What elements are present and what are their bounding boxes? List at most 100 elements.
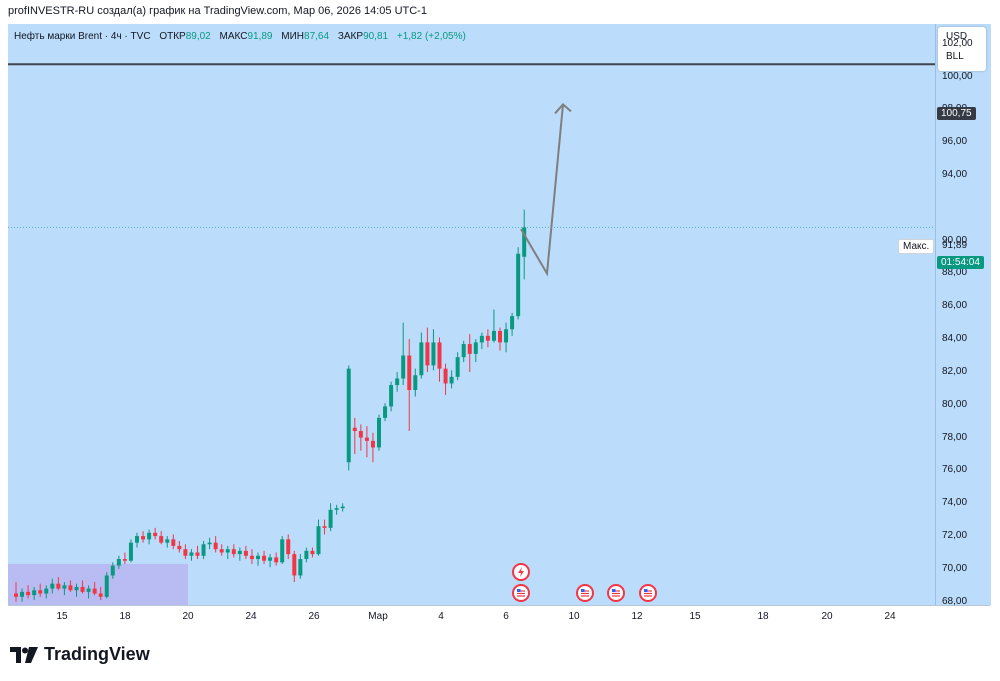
time-tick-label: 18 [119,611,131,622]
candle-body [183,549,188,556]
price-tick-label: 74,00 [942,497,968,509]
time-tick-label: 6 [503,611,509,622]
low-value: 87,64 [304,31,330,42]
candle-body [304,550,309,560]
candle-body [128,542,133,561]
candle-body [310,550,315,555]
candle-body [286,539,291,555]
price-tick-label: 88,00 [942,267,968,279]
price-tick-label: 76,00 [942,464,968,476]
price-tick-label: 90,00 [942,234,968,246]
price-tick-label: 70,00 [942,562,968,574]
candle-body [516,253,521,317]
candle-body [256,555,260,560]
time-tick-label: 24 [884,611,896,622]
candle-body [352,427,357,432]
candle-body [171,539,176,546]
candle-body [44,588,49,594]
candle-body [383,406,388,418]
candle-body [195,552,200,556]
projection-arrowhead [554,103,572,115]
candle-body [116,559,121,566]
currency-label[interactable]: USD [946,31,968,42]
author-line: profINVESTR-RU создал(а) график на Tradi… [8,5,427,17]
candle-body [358,431,363,438]
candle-body [425,342,430,366]
candle-body [201,544,206,556]
us-flag-event-icon[interactable] [639,584,657,602]
us-flag-event-icon[interactable] [607,584,625,602]
candle-body [316,526,321,555]
candle-body [401,355,406,379]
candle-body [38,590,43,594]
price-axis[interactable] [935,24,991,605]
unit-label[interactable]: BLL [946,51,964,62]
lightning-event-icon[interactable] [512,563,530,581]
candle-body [443,368,448,384]
hline-price-tag: 100,75 [937,107,976,120]
candle-body [249,555,254,560]
currency-unit-menu[interactable]: USD BLL [938,27,986,71]
candle-body [147,532,152,540]
tradingview-logo-icon [10,646,38,663]
time-axis[interactable] [8,605,990,630]
candle-body [213,542,218,550]
max-label: Макс. [898,239,935,254]
candle-body [280,539,285,563]
candle-body [141,536,146,540]
candle-body [322,526,327,528]
price-tick-label: 80,00 [942,398,968,410]
time-tick-label: 18 [757,611,769,622]
max-value: 91,89 [942,240,968,251]
symbol-legend: Нефть марки Brent · 4ч · TVC ОТКР89,02 М… [14,31,466,42]
change-value: +1,82 (+2,05%) [396,31,466,42]
candle-body [431,342,436,366]
candle-body [225,549,230,553]
tradingview-logo[interactable]: TradingView [10,644,150,665]
candle-body [262,555,267,561]
candle-body [268,557,273,561]
candle-body [504,329,509,343]
us-flag-event-icon[interactable] [576,584,594,602]
chart-pane[interactable] [8,24,935,605]
candle-body [437,342,442,369]
close-value: 90,81 [363,31,389,42]
candle-body [74,586,79,591]
candle-body [189,552,194,556]
candle-body [467,344,472,354]
price-tick-label: 94,00 [942,168,968,180]
candle-body [32,590,37,596]
candle-body [243,550,248,556]
demand-zone [8,563,188,605]
time-tick-label: 24 [245,611,257,622]
time-tick-label: 10 [568,611,580,622]
candle-body [510,316,515,330]
price-tick-label: 100,00 [942,70,973,82]
price-tick-label: 72,00 [942,530,968,542]
candle-body [231,549,236,555]
time-tick-label: 20 [182,611,194,622]
time-tick-label: 4 [438,611,444,622]
projection-arrow [520,104,564,277]
candle-body [340,506,345,509]
close-label: ЗАКР [337,31,364,42]
us-flag-event-icon[interactable] [512,584,530,602]
candle-body [274,557,279,563]
candle-body [364,437,369,441]
candle-body [104,575,109,597]
candle-body [292,554,297,576]
candle-body [80,586,85,592]
price-tick-label: 86,00 [942,300,968,312]
candle-body [237,550,242,555]
tradingview-logo-text: TradingView [44,644,150,664]
candle-body [413,375,418,390]
candle-body [56,583,61,589]
candle-body [395,378,400,386]
price-tick-label: 102,00 [942,37,973,49]
price-tick-label: 96,00 [942,136,968,148]
candle-body [449,376,454,384]
open-value: 89,02 [185,31,211,42]
candle-body [455,357,460,377]
candle-body [86,588,91,592]
